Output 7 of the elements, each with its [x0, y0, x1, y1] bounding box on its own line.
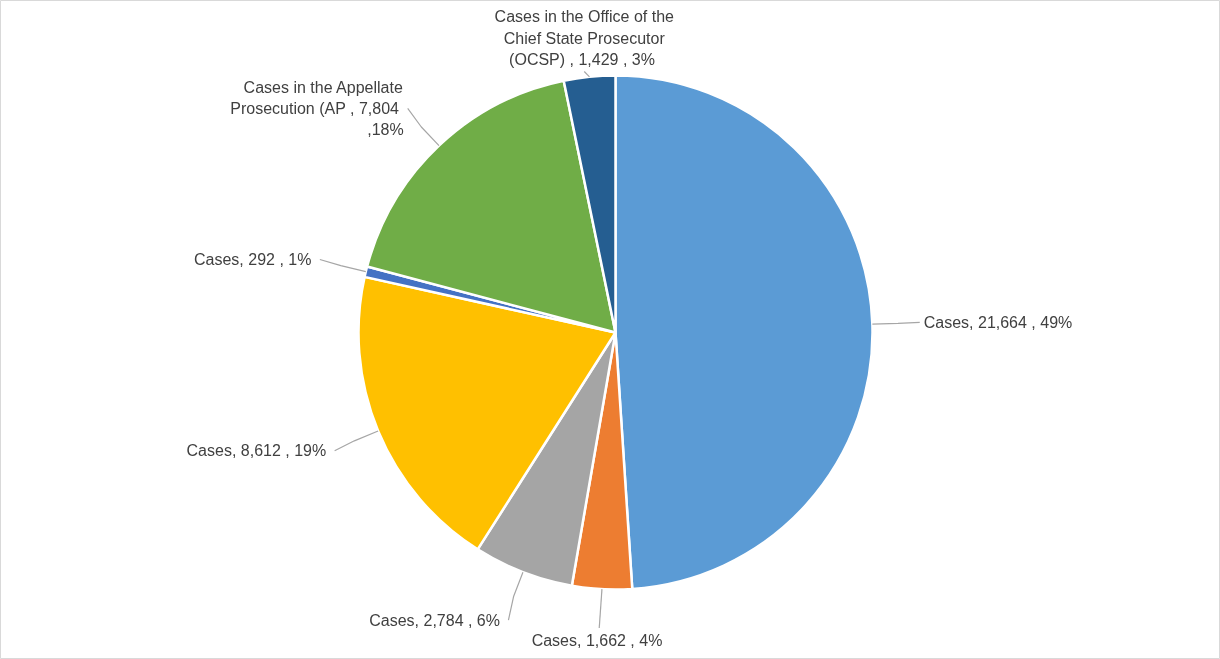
slice-label: Cases, 2,784 , 6% [369, 611, 500, 629]
slice-label: Cases, 21,664 , 49% [923, 313, 1073, 331]
slice-label: Cases, 8,612 , 19% [186, 442, 327, 460]
slice-label: Cases in the Office of the Chief State Prosecutor (OCSP) , 1,429 , 3% [494, 8, 675, 68]
slice-label: Cases, 292 , 1% [194, 251, 312, 269]
slice-label: Cases, 1,662 , 4% [531, 631, 663, 649]
slice-label: Cases in the Appellate Prosecution (AP , 7,804 ,18% [230, 78, 404, 139]
